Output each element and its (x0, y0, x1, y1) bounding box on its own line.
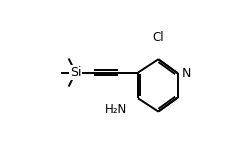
Text: Cl: Cl (153, 31, 164, 44)
Text: H₂N: H₂N (105, 103, 127, 116)
Text: Si: Si (70, 66, 81, 79)
Text: N: N (182, 67, 191, 80)
